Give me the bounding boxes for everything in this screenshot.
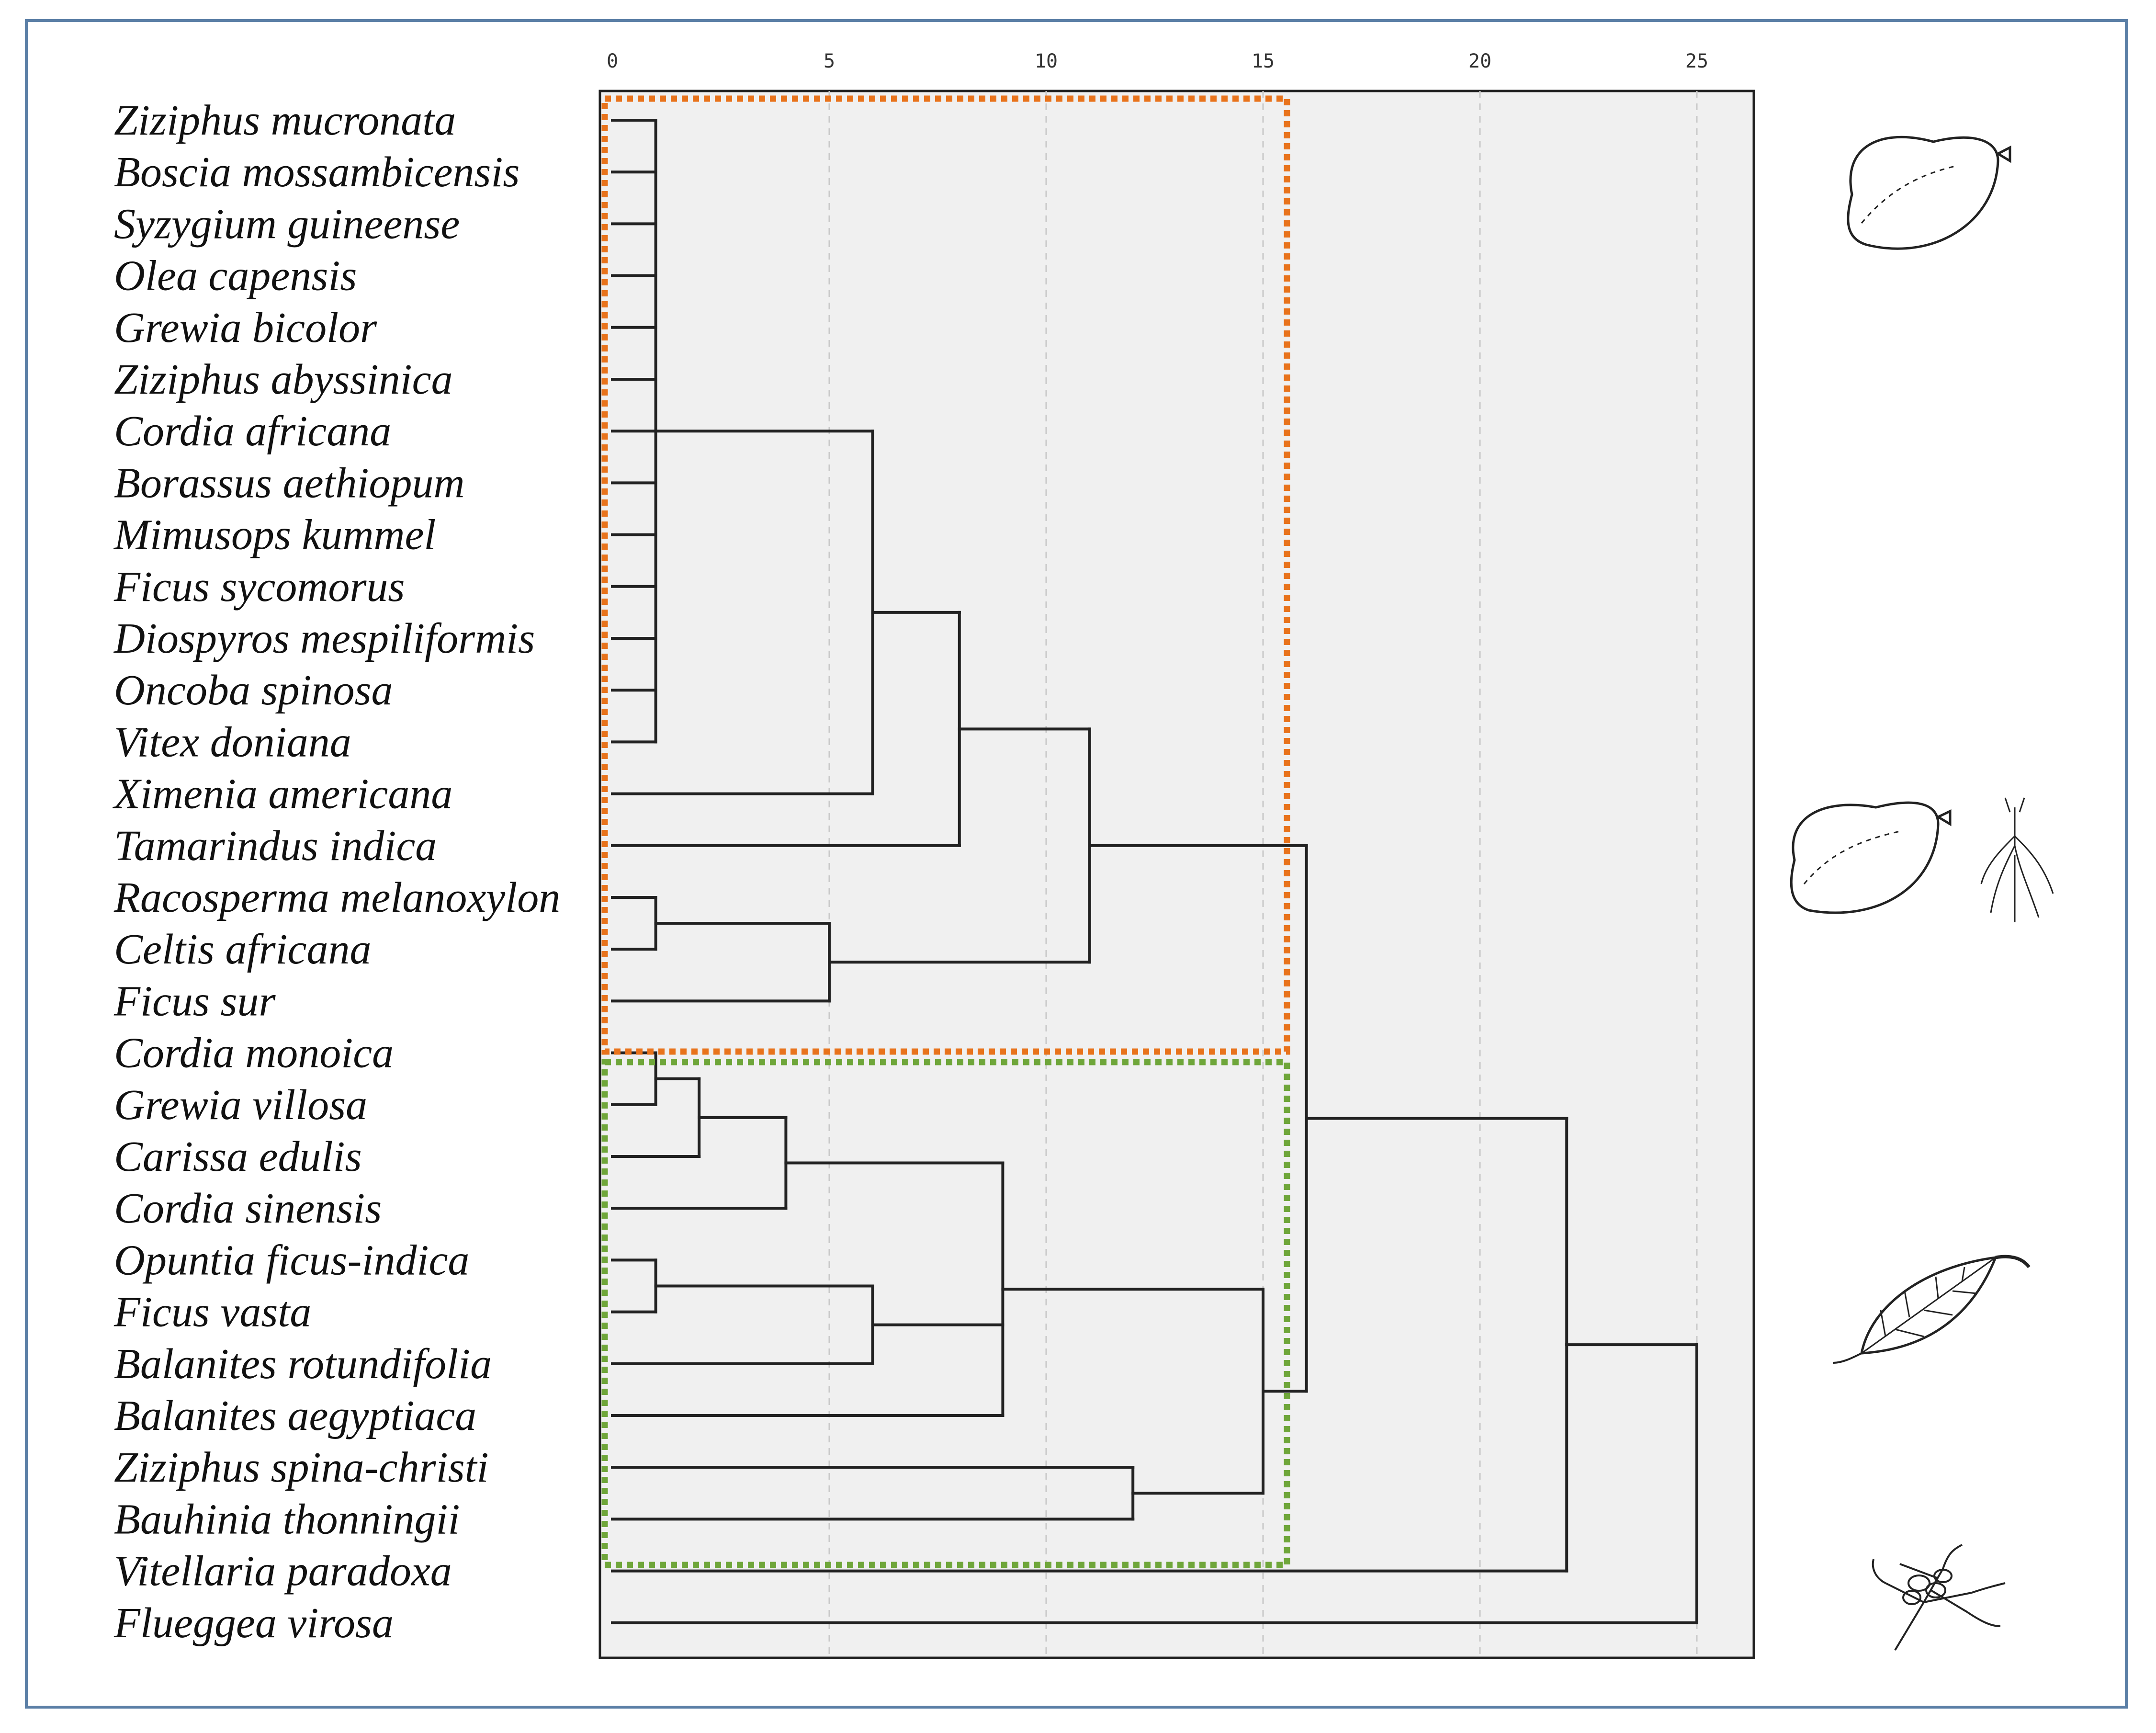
leaf-label: Vitellaria paradoxa — [114, 1548, 452, 1595]
leaf-label: Ximenia americana — [113, 770, 452, 818]
leaf-label: Ficus sur — [113, 977, 276, 1025]
leaf-label: Ziziphus abyssinica — [114, 356, 453, 403]
leaf-label: Syzygium guineense — [114, 200, 460, 248]
x-tick-label: 25 — [1685, 50, 1708, 72]
fruit-and-root-icon — [1790, 797, 2054, 922]
leaf-label: Ziziphus mucronata — [114, 97, 456, 144]
leaf-label: Oncoba spinosa — [114, 667, 393, 714]
orange-cluster-box — [601, 95, 1290, 1055]
leaf-label: Flueggea virosa — [113, 1599, 394, 1647]
leaf-label: Cordia africana — [114, 408, 391, 455]
leaf-label: Grewia villosa — [114, 1081, 367, 1129]
leaf-label: Olea capensis — [114, 252, 357, 300]
leaf-label: Bauhinia thonningii — [114, 1495, 460, 1543]
leaf-label: Cordia monoica — [114, 1030, 394, 1077]
figure-frame: 0 5 10 15 20 25 Ziziphus mucronata Boscia moss… — [25, 19, 2128, 1709]
plot-area — [598, 90, 1755, 1659]
leaf-label: Ziziphus spina-christi — [114, 1444, 489, 1491]
x-tick-label: 5 — [824, 50, 835, 72]
leaf-label: Opuntia ficus-indica — [114, 1236, 469, 1284]
x-tick-label: 20 — [1468, 50, 1491, 72]
leaf-label: Grewia bicolor — [114, 304, 377, 351]
leaf-label: Vitex doniana — [114, 718, 351, 766]
leaf-label: Cordia sinensis — [114, 1185, 382, 1232]
leaf-label: Carissa edulis — [114, 1133, 362, 1180]
x-tick-label: 0 — [607, 50, 618, 72]
leaf-label: Balanites rotundifolia — [114, 1340, 492, 1388]
leaf-label: Boscia mossambicensis — [114, 148, 519, 196]
green-cluster-box — [601, 1059, 1290, 1568]
leaf-label: Borassus aethiopum — [114, 459, 465, 507]
fruit-icon — [1847, 136, 2011, 250]
leaf-label: Balanites aegyptiaca — [114, 1392, 476, 1439]
leaf-label: Ficus sycomorus — [113, 563, 405, 611]
leaf-label: Mimusops kummel — [113, 511, 436, 559]
leaf-label: Celtis africana — [114, 926, 372, 973]
leaf-icon — [1832, 1255, 2031, 1364]
x-tick-label: 15 — [1252, 50, 1275, 72]
flowering-branch-icon — [1872, 1544, 2006, 1651]
leaf-label: Ficus vasta — [113, 1289, 311, 1336]
leaf-label: Tamarindus indica — [114, 822, 437, 870]
leaf-label: Racosperma melanoxylon — [113, 874, 560, 921]
x-tick-label: 10 — [1035, 50, 1058, 72]
leaf-label: Diospyros mespiliformis — [113, 615, 535, 662]
